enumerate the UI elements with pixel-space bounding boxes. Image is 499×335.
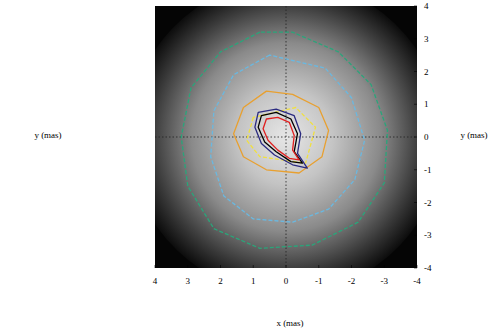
chart: 4 3 2 1 0 -1 -2 -3 -4 4 3 2 1 0 -1 -2 -3 -4 x (mas) y (mas)…: [0, 0, 499, 335]
x-tick-label: -2: [348, 276, 356, 286]
contour: [263, 117, 299, 159]
x-tick: [253, 265, 254, 268]
y-tick-label: -1: [424, 165, 432, 175]
x-tick: [220, 265, 221, 268]
y-tick: [414, 202, 417, 203]
contour: [234, 91, 329, 173]
contour: [255, 109, 307, 168]
y-tick: [414, 169, 417, 170]
x-tick: [187, 265, 188, 268]
y-tick-label: -3: [424, 230, 432, 240]
x-tick-label: 4: [153, 276, 158, 286]
x-tick-label: 0: [284, 276, 289, 286]
x-tick-label: -4: [413, 276, 421, 286]
y-axis-label-right: y (mas): [460, 130, 487, 140]
x-tick: [155, 265, 156, 268]
x-tick-label: 3: [186, 276, 191, 286]
y-tick: [414, 38, 417, 39]
x-axis-label: x (mas): [276, 318, 303, 328]
x-tick: [351, 265, 352, 268]
y-tick: [414, 104, 417, 105]
y-tick: [414, 268, 417, 269]
y-tick-label: 1: [424, 99, 429, 109]
x-tick-label: -1: [315, 276, 323, 286]
y-tick: [414, 235, 417, 236]
contour: [211, 55, 365, 222]
y-tick-label: 3: [424, 34, 429, 44]
y-tick: [414, 71, 417, 72]
x-tick-label: 2: [218, 276, 223, 286]
y-tick-label: 4: [424, 1, 429, 11]
x-tick: [384, 265, 385, 268]
y-tick-label: 0: [424, 132, 429, 142]
x-tick: [318, 265, 319, 268]
plot-area: [155, 6, 417, 268]
contour: [258, 112, 302, 163]
x-tick: [417, 265, 418, 268]
y-tick-label: -4: [424, 263, 432, 273]
x-tick: [286, 265, 287, 268]
image-emission: [155, 6, 417, 268]
y-tick-label: 2: [424, 67, 429, 77]
x-tick-label: -3: [381, 276, 389, 286]
y-tick: [414, 6, 417, 7]
y-tick-label: -2: [424, 198, 432, 208]
zero-line: [155, 137, 417, 138]
y-axis-label: y (mas): [34, 130, 61, 140]
x-tick-label: 1: [251, 276, 256, 286]
contour: [181, 32, 387, 248]
y-tick: [414, 137, 417, 138]
